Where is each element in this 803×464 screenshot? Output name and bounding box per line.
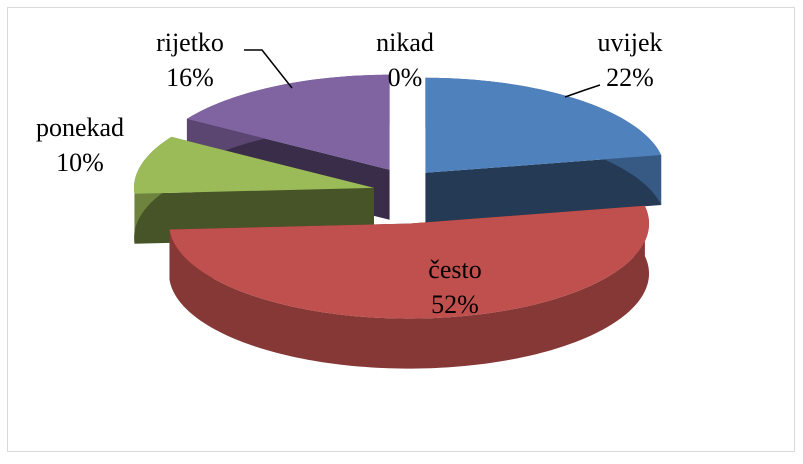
category-label: nikad [376, 28, 434, 57]
labels: uvijek 22% često 52% ponekad 10% rijetko 16% nik… [36, 28, 663, 319]
slice [425, 77, 662, 223]
slice-top [425, 77, 662, 173]
slice [169, 205, 649, 369]
value-label: 16% [166, 63, 214, 92]
slice-side [169, 205, 649, 369]
slice-top [186, 74, 390, 170]
category-label: rijetko [156, 28, 224, 57]
pie [134, 74, 662, 369]
value-label: 22% [606, 63, 654, 92]
value-label: 52% [431, 290, 479, 319]
category-label: često [428, 255, 481, 284]
leader-line [244, 49, 293, 89]
category-label: uvijek [598, 28, 663, 57]
slice-top [169, 205, 649, 319]
category-label: ponekad [36, 113, 124, 142]
slice-cut-wall [425, 155, 662, 223]
value-label: 10% [56, 148, 104, 177]
value-label: 0% [388, 63, 423, 92]
slice-top [134, 136, 375, 194]
leader-line [564, 84, 601, 98]
